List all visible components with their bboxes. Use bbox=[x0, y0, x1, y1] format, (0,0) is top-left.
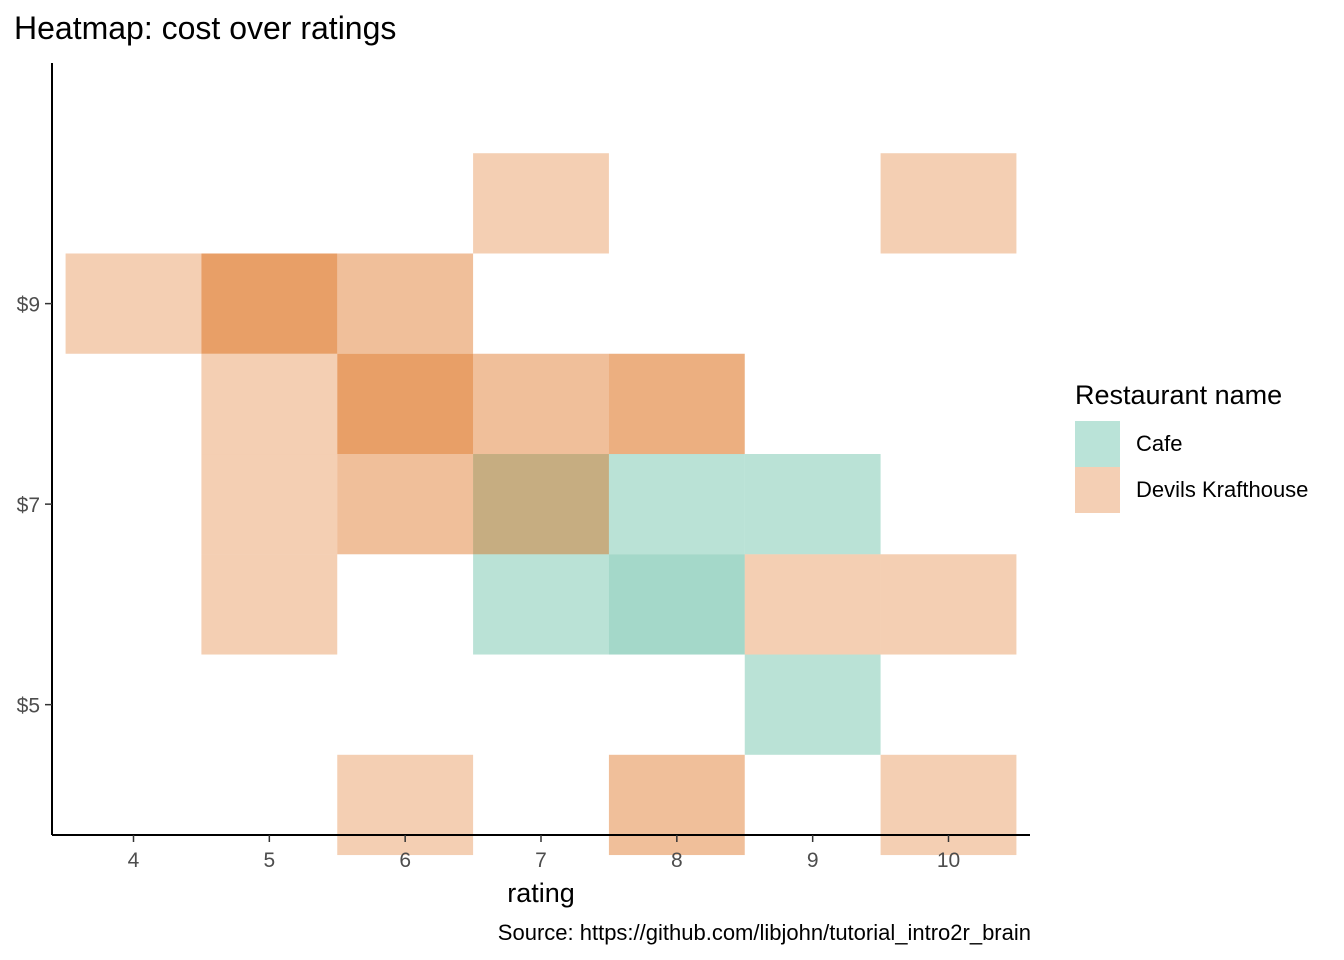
heatmap-cell-devils-krafthouse-r6-c8 bbox=[337, 353, 474, 455]
heatmap-cell-devils-krafthouse-r4-c9 bbox=[65, 253, 202, 354]
legend-item-cafe: Cafe bbox=[1075, 421, 1308, 467]
legend-label-cafe: Cafe bbox=[1136, 431, 1183, 456]
heatmap-cell-devils-krafthouse-r10-c10 bbox=[880, 153, 1017, 254]
heatmap-cell-cafe-r7-c6 bbox=[473, 554, 609, 655]
heatmap-cell-devils-krafthouse-r5-c7 bbox=[201, 454, 338, 555]
x-tick-label: 7 bbox=[535, 849, 547, 872]
legend-label-devils-krafthouse: Devils Krafthouse bbox=[1136, 477, 1309, 502]
heatmap-cell-devils-krafthouse-r5-c9 bbox=[201, 253, 338, 354]
x-axis-ticks: 4 5 6 7 8 9 10 bbox=[128, 835, 960, 872]
heatmap-cell-cafe-r8-c7 bbox=[608, 454, 745, 555]
heatmap-cell-cafe-r8-c6 bbox=[608, 554, 745, 655]
heatmap-cell-devils-krafthouse-r7-c10 bbox=[473, 153, 609, 254]
heatmap-cell-devils-krafthouse-r8-c8 bbox=[608, 353, 745, 455]
heatmap-cell-devils-krafthouse-r6-c9 bbox=[337, 253, 474, 354]
y-tick-label: $9 bbox=[17, 294, 40, 317]
x-axis-title: rating bbox=[507, 878, 575, 908]
x-tick-label: 8 bbox=[671, 849, 683, 872]
legend-swatch-devils-krafthouse bbox=[1075, 467, 1120, 513]
heatmap-cell-devils-krafthouse-r5-c6 bbox=[201, 554, 338, 655]
legend-swatch-cafe bbox=[1075, 421, 1120, 467]
heatmap-cells bbox=[65, 153, 1017, 856]
x-tick-label: 10 bbox=[937, 849, 960, 872]
legend: Restaurant name Cafe Devils Krafthouse bbox=[1075, 380, 1308, 513]
x-tick-label: 4 bbox=[128, 849, 140, 872]
heatmap-cell-devils-krafthouse-r9-c6 bbox=[744, 554, 881, 655]
legend-item-devils-krafthouse: Devils Krafthouse bbox=[1075, 467, 1308, 513]
heatmap-cell-cafe-r9-c5 bbox=[744, 654, 881, 755]
heatmap-cell-cafe-r9-c7 bbox=[744, 454, 881, 555]
heatmap-cell-cafe-r7-c7 bbox=[473, 454, 609, 555]
legend-title: Restaurant name bbox=[1075, 380, 1283, 410]
heatmap-cell-devils-krafthouse-r6-c7 bbox=[337, 454, 474, 555]
heatmap-cell-devils-krafthouse-r7-c8 bbox=[473, 353, 609, 455]
y-tick-label: $5 bbox=[17, 695, 40, 718]
x-tick-label: 9 bbox=[807, 849, 819, 872]
heatmap-cell-devils-krafthouse-r5-c8 bbox=[201, 353, 338, 455]
source-caption: Source: https://github.com/libjohn/tutor… bbox=[497, 920, 1031, 945]
x-tick-label: 5 bbox=[263, 849, 275, 872]
y-axis-ticks: $5 $7 $9 bbox=[17, 294, 52, 718]
chart-title: Heatmap: cost over ratings bbox=[14, 10, 397, 46]
y-tick-label: $7 bbox=[17, 494, 40, 517]
x-tick-label: 6 bbox=[399, 849, 411, 872]
heatmap-cell-devils-krafthouse-r10-c6 bbox=[880, 554, 1017, 655]
heatmap-cell-devils-krafthouse-r7-c7 bbox=[473, 454, 609, 555]
